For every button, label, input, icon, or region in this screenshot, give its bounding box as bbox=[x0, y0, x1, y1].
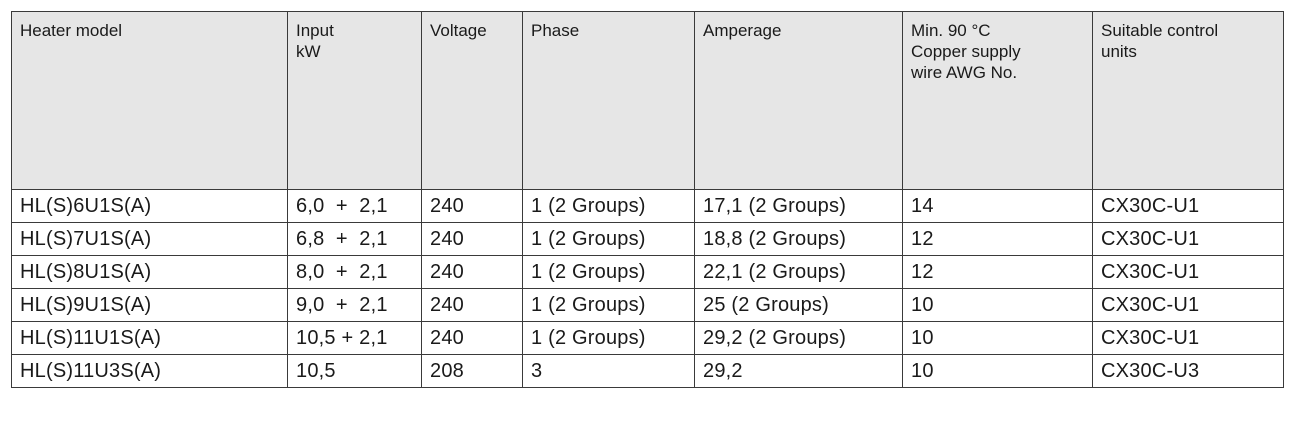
table-row: HL(S)6U1S(A) 6,0 + 2,1 240 1 (2 Groups) … bbox=[11, 189, 1284, 223]
cell-amperage: 17,1 (2 Groups) bbox=[694, 189, 903, 223]
cell-amperage: 29,2 (2 Groups) bbox=[694, 321, 903, 355]
header-voltage: Voltage bbox=[421, 11, 523, 190]
table-row: HL(S)9U1S(A) 9,0 + 2,1 240 1 (2 Groups) … bbox=[11, 288, 1284, 322]
cell-control-unit: CX30C-U1 bbox=[1092, 189, 1284, 223]
header-text: Copper supply bbox=[911, 42, 1021, 61]
cell-voltage: 208 bbox=[421, 354, 523, 388]
table-row: HL(S)11U3S(A) 10,5 208 3 29,2 10 CX30C-U… bbox=[11, 354, 1284, 388]
cell-input-kw: 9,0 + 2,1 bbox=[287, 288, 422, 322]
cell-input-kw: 10,5 bbox=[287, 354, 422, 388]
cell-phase: 1 (2 Groups) bbox=[522, 255, 695, 289]
cell-phase: 1 (2 Groups) bbox=[522, 189, 695, 223]
header-text: Input bbox=[296, 21, 334, 40]
header-input-kw: Input kW bbox=[287, 11, 422, 190]
header-text: kW bbox=[296, 42, 321, 61]
header-heater-model: Heater model bbox=[11, 11, 288, 190]
cell-heater-model: HL(S)11U1S(A) bbox=[11, 321, 288, 355]
header-amperage: Amperage bbox=[694, 11, 903, 190]
cell-voltage: 240 bbox=[421, 189, 523, 223]
cell-input-kw: 8,0 + 2,1 bbox=[287, 255, 422, 289]
cell-amperage: 18,8 (2 Groups) bbox=[694, 222, 903, 256]
header-text: Voltage bbox=[430, 21, 487, 40]
header-text: wire AWG No. bbox=[911, 63, 1018, 82]
cell-voltage: 240 bbox=[421, 321, 523, 355]
cell-wire-awg: 10 bbox=[902, 321, 1093, 355]
header-wire-awg: Min. 90 °C Copper supply wire AWG No. bbox=[902, 11, 1093, 190]
cell-heater-model: HL(S)8U1S(A) bbox=[11, 255, 288, 289]
cell-wire-awg: 12 bbox=[902, 255, 1093, 289]
header-text: Suitable control bbox=[1101, 21, 1219, 40]
cell-input-kw: 6,0 + 2,1 bbox=[287, 189, 422, 223]
cell-phase: 3 bbox=[522, 354, 695, 388]
heater-spec-table: Heater model Input kW Voltage Phase Ampe… bbox=[11, 11, 1284, 388]
table-row: HL(S)11U1S(A) 10,5 + 2,1 240 1 (2 Groups… bbox=[11, 321, 1284, 355]
cell-heater-model: HL(S)7U1S(A) bbox=[11, 222, 288, 256]
cell-voltage: 240 bbox=[421, 222, 523, 256]
cell-wire-awg: 14 bbox=[902, 189, 1093, 223]
cell-voltage: 240 bbox=[421, 288, 523, 322]
cell-control-unit: CX30C-U3 bbox=[1092, 354, 1284, 388]
cell-amperage: 29,2 bbox=[694, 354, 903, 388]
header-text: Phase bbox=[531, 21, 580, 40]
header-text: Amperage bbox=[703, 21, 782, 40]
cell-amperage: 25 (2 Groups) bbox=[694, 288, 903, 322]
header-phase: Phase bbox=[522, 11, 695, 190]
cell-heater-model: HL(S)9U1S(A) bbox=[11, 288, 288, 322]
table-row: HL(S)8U1S(A) 8,0 + 2,1 240 1 (2 Groups) … bbox=[11, 255, 1284, 289]
cell-input-kw: 6,8 + 2,1 bbox=[287, 222, 422, 256]
cell-heater-model: HL(S)6U1S(A) bbox=[11, 189, 288, 223]
cell-voltage: 240 bbox=[421, 255, 523, 289]
cell-input-kw: 10,5 + 2,1 bbox=[287, 321, 422, 355]
cell-phase: 1 (2 Groups) bbox=[522, 321, 695, 355]
header-text: Heater model bbox=[20, 21, 123, 40]
cell-control-unit: CX30C-U1 bbox=[1092, 321, 1284, 355]
cell-amperage: 22,1 (2 Groups) bbox=[694, 255, 903, 289]
cell-control-unit: CX30C-U1 bbox=[1092, 288, 1284, 322]
header-text: units bbox=[1101, 42, 1137, 61]
table-row: HL(S)7U1S(A) 6,8 + 2,1 240 1 (2 Groups) … bbox=[11, 222, 1284, 256]
cell-phase: 1 (2 Groups) bbox=[522, 222, 695, 256]
cell-wire-awg: 12 bbox=[902, 222, 1093, 256]
table-header-row: Heater model Input kW Voltage Phase Ampe… bbox=[11, 11, 1284, 190]
header-control-units: Suitable control units bbox=[1092, 11, 1284, 190]
cell-heater-model: HL(S)11U3S(A) bbox=[11, 354, 288, 388]
cell-wire-awg: 10 bbox=[902, 354, 1093, 388]
cell-control-unit: CX30C-U1 bbox=[1092, 222, 1284, 256]
header-text: Min. 90 °C bbox=[911, 21, 991, 40]
cell-control-unit: CX30C-U1 bbox=[1092, 255, 1284, 289]
cell-phase: 1 (2 Groups) bbox=[522, 288, 695, 322]
cell-wire-awg: 10 bbox=[902, 288, 1093, 322]
